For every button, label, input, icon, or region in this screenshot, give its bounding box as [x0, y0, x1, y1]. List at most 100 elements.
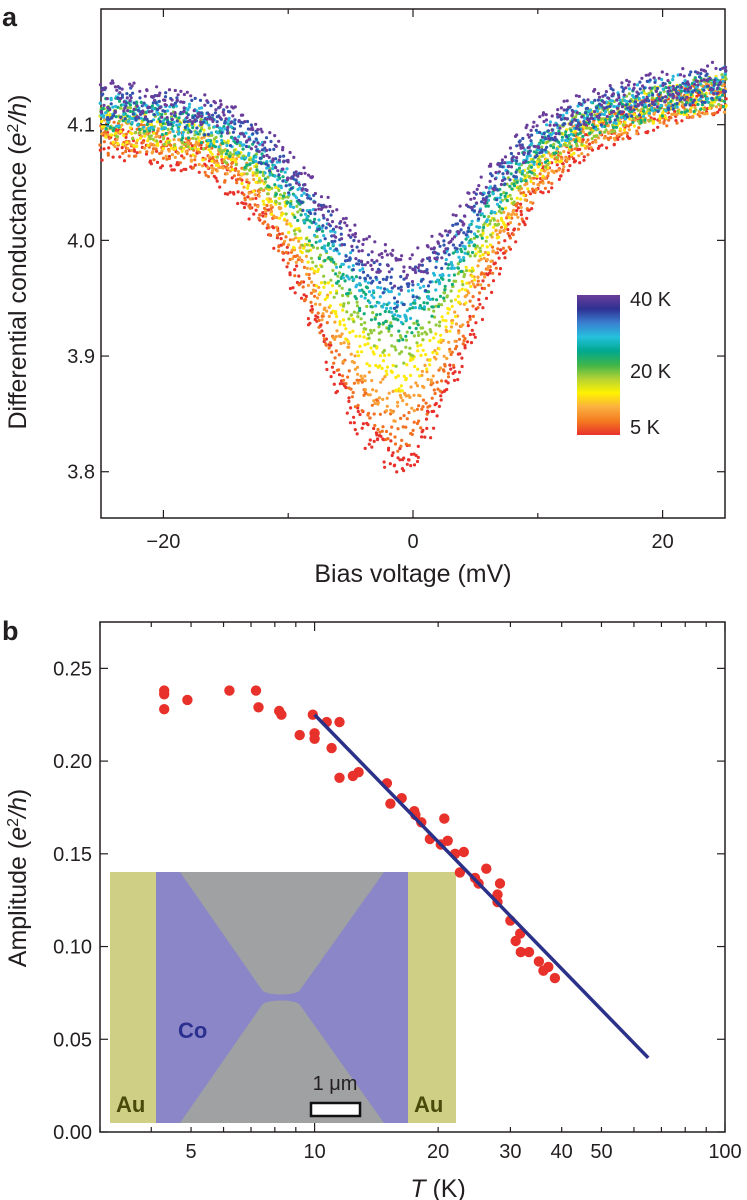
data-point: [689, 70, 693, 74]
data-point: [439, 338, 443, 342]
data-point: [490, 245, 495, 249]
data-point: [254, 208, 258, 212]
data-point: [190, 144, 194, 148]
data-point: [664, 109, 668, 113]
data-point: [523, 176, 527, 180]
data-point: [401, 425, 405, 429]
data-point: [333, 337, 337, 341]
data-point: [508, 178, 512, 182]
data-point: [125, 92, 129, 96]
data-point: [116, 96, 120, 100]
data-point: [392, 419, 396, 423]
data-point: [491, 271, 495, 275]
data-point: [497, 204, 501, 209]
data-point: [471, 282, 476, 286]
data-point: [185, 116, 189, 120]
data-point: [532, 181, 536, 186]
data-point: [387, 446, 391, 450]
data-point: [528, 154, 532, 158]
data-point: [139, 116, 143, 120]
data-point: [362, 335, 366, 339]
data-point: [371, 388, 375, 392]
data-point: [405, 309, 409, 313]
data-point: [698, 82, 703, 86]
data-point: [296, 174, 300, 178]
data-point: [98, 101, 102, 105]
data-point: [462, 231, 466, 235]
data-point: [530, 160, 534, 164]
data-point: [632, 82, 637, 87]
data-point: [298, 246, 302, 250]
data-point: [318, 253, 323, 257]
data-point: [361, 267, 365, 271]
data-point: [680, 110, 684, 114]
data-point: [364, 292, 368, 296]
data-point: [110, 133, 114, 137]
data-point: [385, 365, 390, 369]
data-point: [345, 411, 349, 415]
data-point: [161, 147, 165, 151]
data-point: [183, 125, 187, 129]
data-point: [232, 174, 236, 178]
data-point: [458, 301, 462, 305]
data-point: [683, 110, 687, 114]
data-point: [358, 289, 362, 293]
data-point: [379, 380, 383, 384]
data-point: [233, 118, 237, 122]
data-point: [444, 379, 448, 383]
data-point: [476, 264, 480, 268]
data-point: [257, 194, 261, 198]
data-point: [390, 267, 394, 271]
data-point: [182, 156, 186, 160]
data-point: [263, 171, 267, 175]
data-point: [548, 120, 553, 124]
data-point: [102, 114, 106, 118]
data-point: [586, 118, 590, 122]
data-point: [480, 200, 484, 204]
data-point: [488, 179, 492, 183]
data-point: [535, 159, 540, 163]
data-point: [616, 137, 620, 141]
data-point: [344, 382, 348, 386]
data-point: [391, 451, 395, 455]
data-point: [523, 223, 527, 227]
data-point: [295, 204, 299, 208]
data-point: [185, 90, 189, 94]
data-point: [433, 256, 437, 260]
data-point: [681, 96, 685, 100]
data-point: [213, 101, 217, 105]
data-point: [140, 104, 144, 108]
data-point: [444, 319, 448, 323]
data-point: [689, 110, 693, 114]
data-point: [504, 191, 508, 195]
data-point: [419, 353, 423, 357]
data-point: [614, 121, 618, 125]
data-point: [515, 159, 519, 163]
ytick-label: 0.05: [53, 1029, 92, 1051]
data-point: [478, 302, 482, 306]
data-point: [546, 134, 551, 138]
data-point: [352, 421, 356, 425]
data-point: [509, 197, 513, 201]
data-point: [559, 159, 563, 163]
data-point: [237, 173, 241, 177]
data-point: [328, 304, 332, 308]
data-point: [477, 217, 481, 221]
data-point: [161, 156, 165, 160]
data-point: [489, 233, 493, 237]
data-point: [223, 119, 227, 123]
data-point: [503, 161, 507, 165]
data-point: [358, 412, 362, 417]
data-point: [384, 306, 389, 311]
data-point: [264, 214, 268, 218]
data-point: [351, 268, 355, 272]
data-point: [529, 139, 533, 143]
data-point: [128, 115, 132, 119]
data-point: [633, 100, 638, 104]
data-point: [236, 177, 240, 181]
data-point: [683, 79, 687, 83]
data-point: [409, 464, 413, 468]
data-point: [421, 398, 426, 402]
data-point: [408, 395, 412, 399]
data-point: [597, 116, 601, 120]
